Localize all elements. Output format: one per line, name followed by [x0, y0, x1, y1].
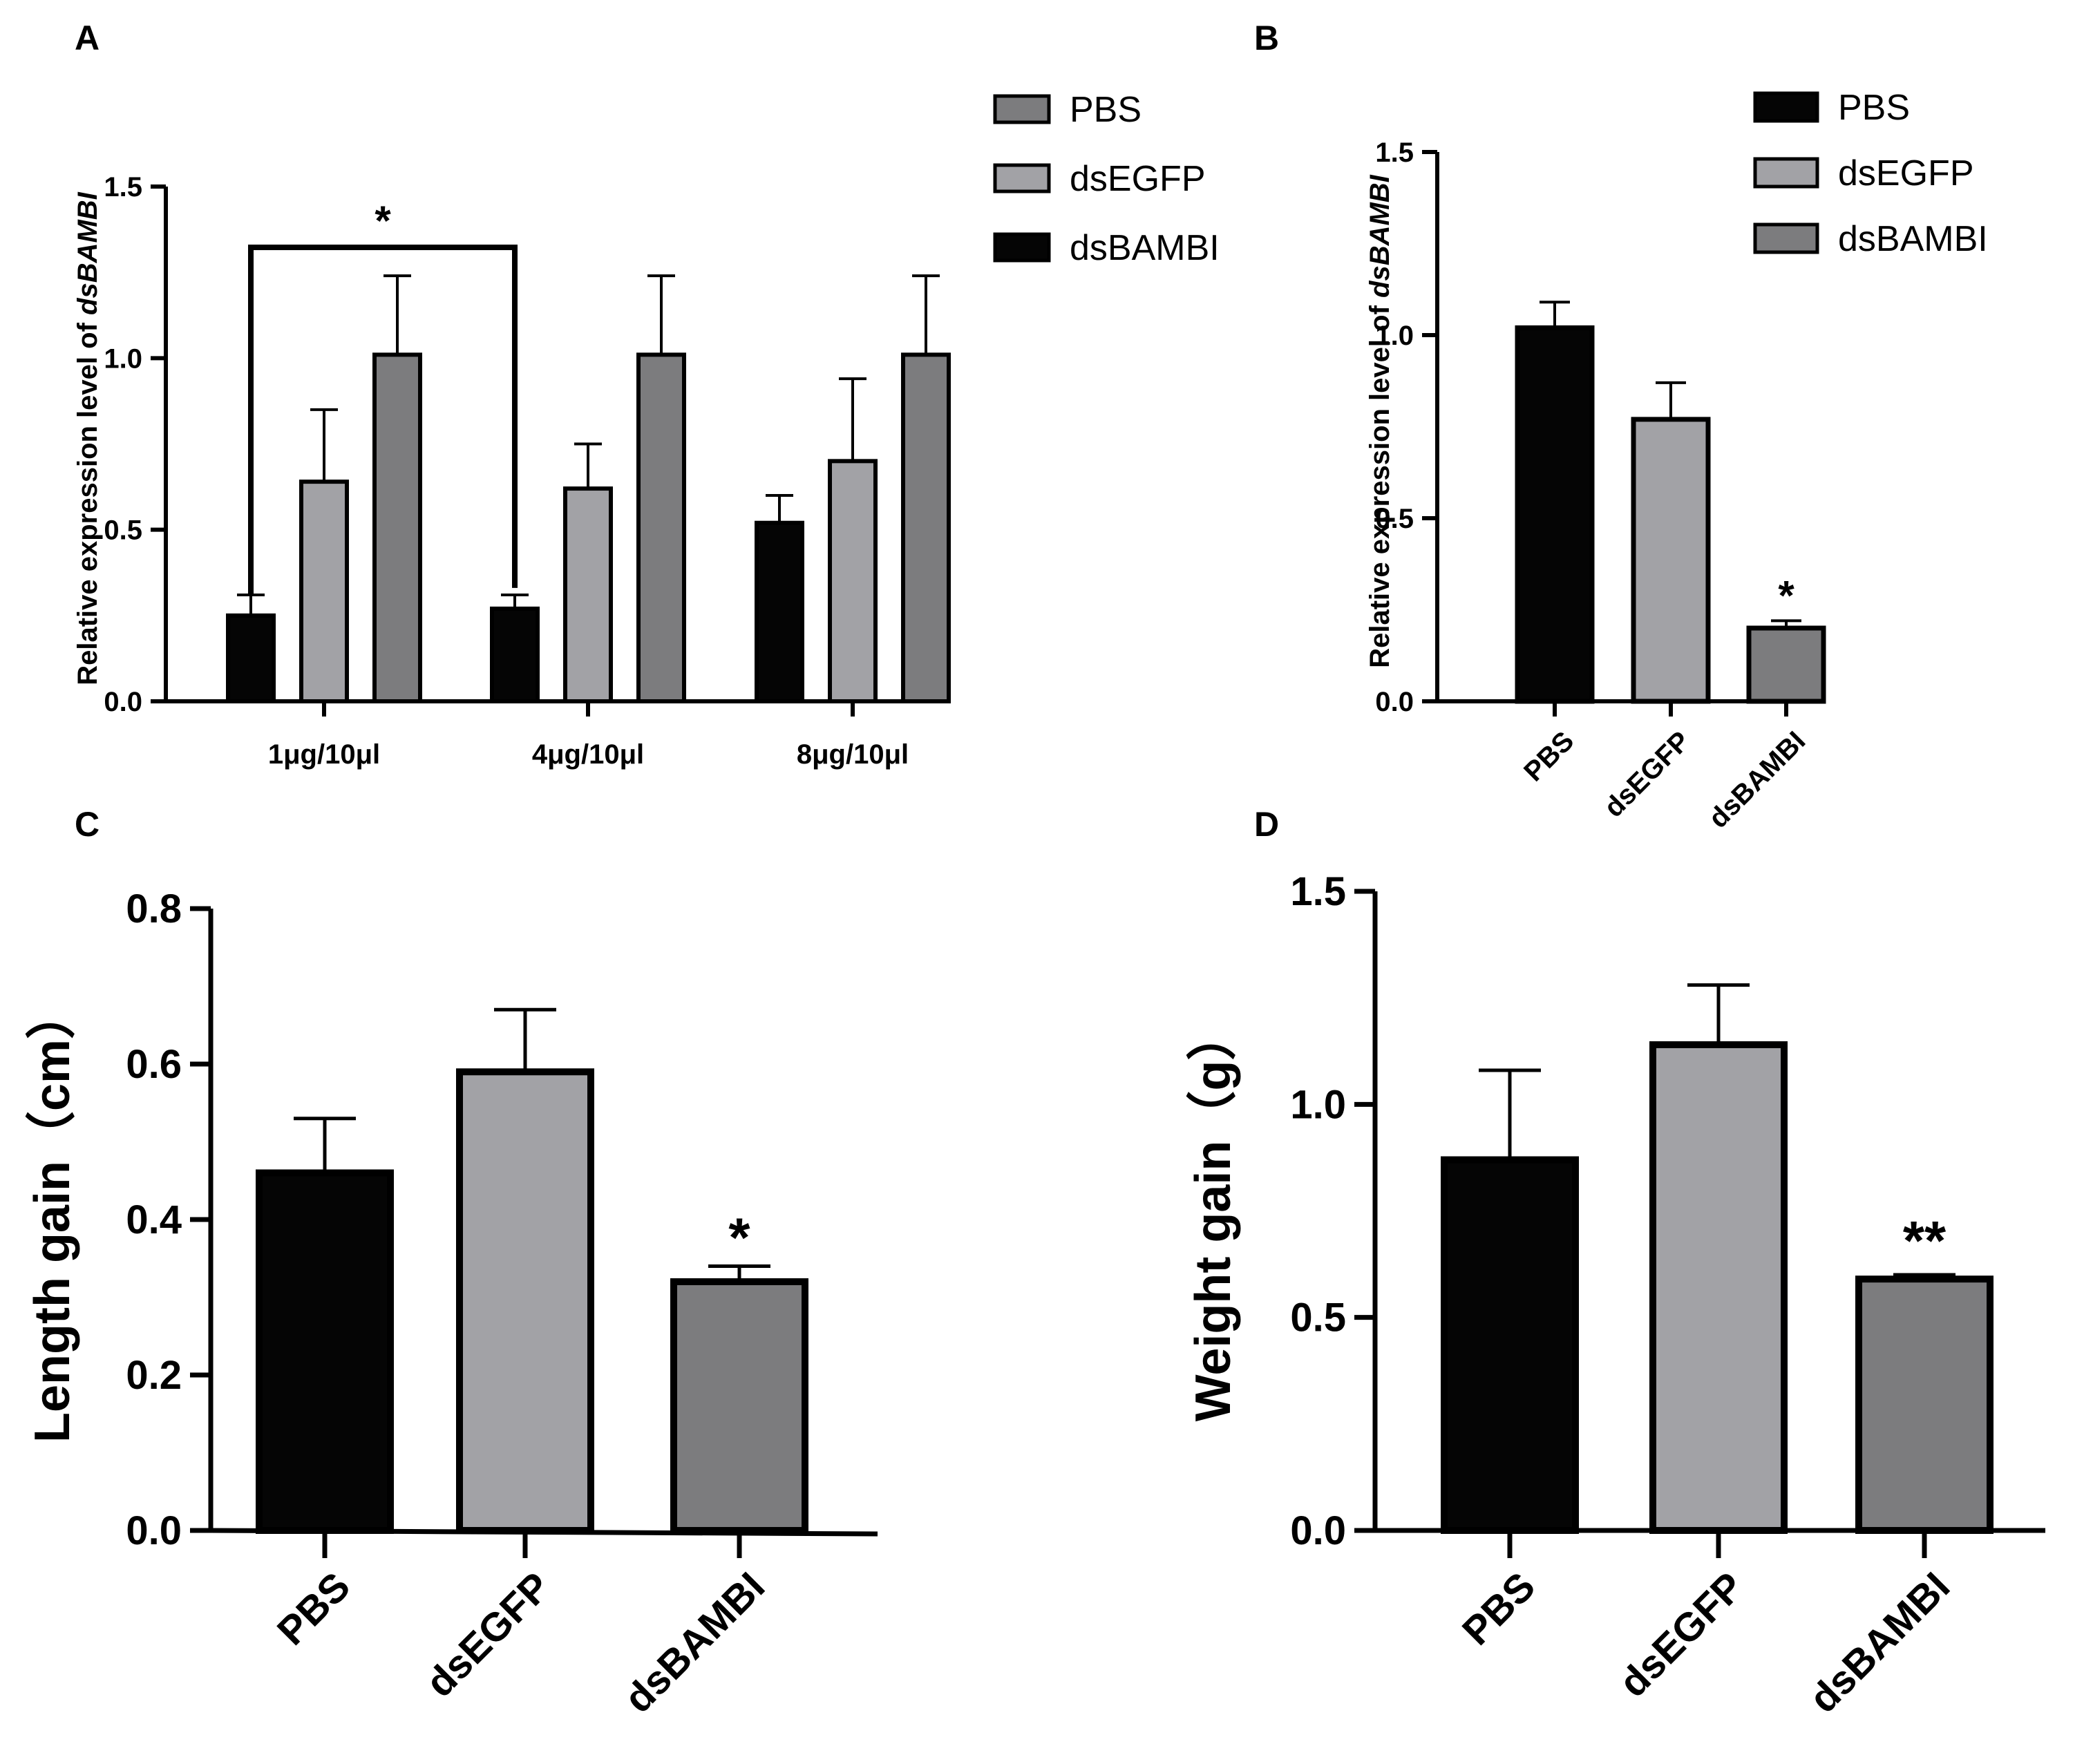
bar: [490, 606, 540, 704]
significance-marker: *: [375, 198, 391, 244]
legend-swatch: [1753, 91, 1819, 123]
y-tick-label: 1.5: [104, 172, 142, 202]
bar: [372, 352, 422, 703]
bar: [1441, 1156, 1579, 1534]
x-tick-label: PBS: [269, 1564, 359, 1653]
y-tick-label: 0.0: [1375, 687, 1414, 717]
y-tick-label: 0.8: [126, 886, 182, 931]
bar: [1631, 417, 1711, 704]
chart-a: 0.0 0.5 1.0 1.5 1μg/10μl 4μg/10μl 8μg/10μl * Rel…: [73, 90, 1220, 770]
legend-swatch: [993, 94, 1051, 124]
panel-letter-d: D: [1254, 805, 1279, 844]
y-tick-label: 0.0: [104, 687, 142, 717]
bar: [755, 520, 804, 703]
y-axis-label: Relative expression level of dsBAMBI: [73, 191, 103, 685]
legend-swatch: [1753, 157, 1819, 189]
x-tick-label: 1μg/10μl: [268, 739, 380, 770]
y-tick-label: 0.5: [104, 515, 142, 546]
x-tick-label: dsBAMBI: [1703, 725, 1812, 834]
y-tick-label: 1.0: [1375, 321, 1414, 351]
bar: [828, 459, 878, 703]
panel-letter-a: A: [75, 19, 100, 57]
significance-marker: **: [1903, 1210, 1947, 1271]
y-tick-label: 1.0: [104, 343, 142, 374]
legend-entry: dsBAMBI: [1070, 228, 1220, 268]
legend-entry: dsEGFP: [1070, 159, 1206, 199]
y-axis-label: Weight gain（g）: [1186, 1011, 1241, 1422]
bar: [1855, 1275, 1993, 1534]
y-tick-label: 0.0: [126, 1508, 182, 1553]
y-tick-label: 0.5: [1290, 1296, 1346, 1340]
x-tick-label: PBS: [1518, 725, 1580, 787]
legend-entry: PBS: [1838, 88, 1910, 128]
bar: [299, 480, 349, 704]
bar: [1649, 1041, 1788, 1534]
bar: [901, 352, 951, 703]
y-axis-label: Relative expression level of dsBAMBI: [1365, 174, 1395, 667]
y-axis-label: Length gain（cm）: [25, 989, 80, 1443]
legend-entry: dsEGFP: [1838, 153, 1974, 193]
y-tick-label: 0.0: [1290, 1508, 1346, 1553]
panel-letter-b: B: [1254, 19, 1279, 57]
chart-c: 0.0 0.2 0.4 0.6 0.8 * PBS dsEGFP dsBAMBI Length g…: [25, 886, 878, 1721]
y-tick-label: 1.5: [1375, 137, 1414, 168]
y-tick-label: 0.2: [126, 1353, 182, 1398]
legend-swatch: [993, 232, 1051, 263]
significance-bracket: [248, 245, 518, 595]
bar: [563, 486, 613, 703]
legend-swatch: [1753, 222, 1819, 254]
bar: [636, 352, 686, 703]
significance-marker: *: [728, 1207, 750, 1269]
chart-d: 0.0 0.5 1.0 1.5 ** PBS dsEGFP dsBAMBI Weight gai…: [1186, 869, 2045, 1721]
x-tick-label: dsBAMBI: [1801, 1564, 1958, 1721]
y-tick-label: 1.5: [1290, 869, 1346, 914]
x-tick-label: dsEGFP: [417, 1564, 559, 1705]
bar: [256, 1169, 394, 1534]
significance-marker: *: [1778, 572, 1794, 618]
legend-entry: PBS: [1070, 90, 1142, 130]
x-tick-label: 8μg/10μl: [797, 739, 909, 770]
x-tick-label: PBS: [1454, 1564, 1544, 1653]
x-tick-label: 4μg/10μl: [532, 739, 644, 770]
y-tick-label: 1.0: [1290, 1082, 1346, 1127]
panel-letter-c: C: [75, 805, 100, 844]
x-tick-label: dsBAMBI: [616, 1564, 773, 1721]
bar: [1746, 625, 1826, 704]
bar: [226, 613, 276, 703]
y-tick-label: 0.6: [126, 1042, 182, 1087]
bar: [670, 1278, 808, 1534]
legend-swatch: [993, 163, 1051, 193]
legend-entry: dsBAMBI: [1838, 219, 1988, 259]
x-tick-label: dsEGFP: [1611, 1564, 1752, 1705]
x-tick-label: dsEGFP: [1598, 725, 1696, 823]
bar: [1515, 325, 1595, 704]
bar: [456, 1068, 594, 1534]
y-tick-label: 0.5: [1375, 504, 1414, 534]
y-tick-label: 0.4: [126, 1197, 182, 1242]
